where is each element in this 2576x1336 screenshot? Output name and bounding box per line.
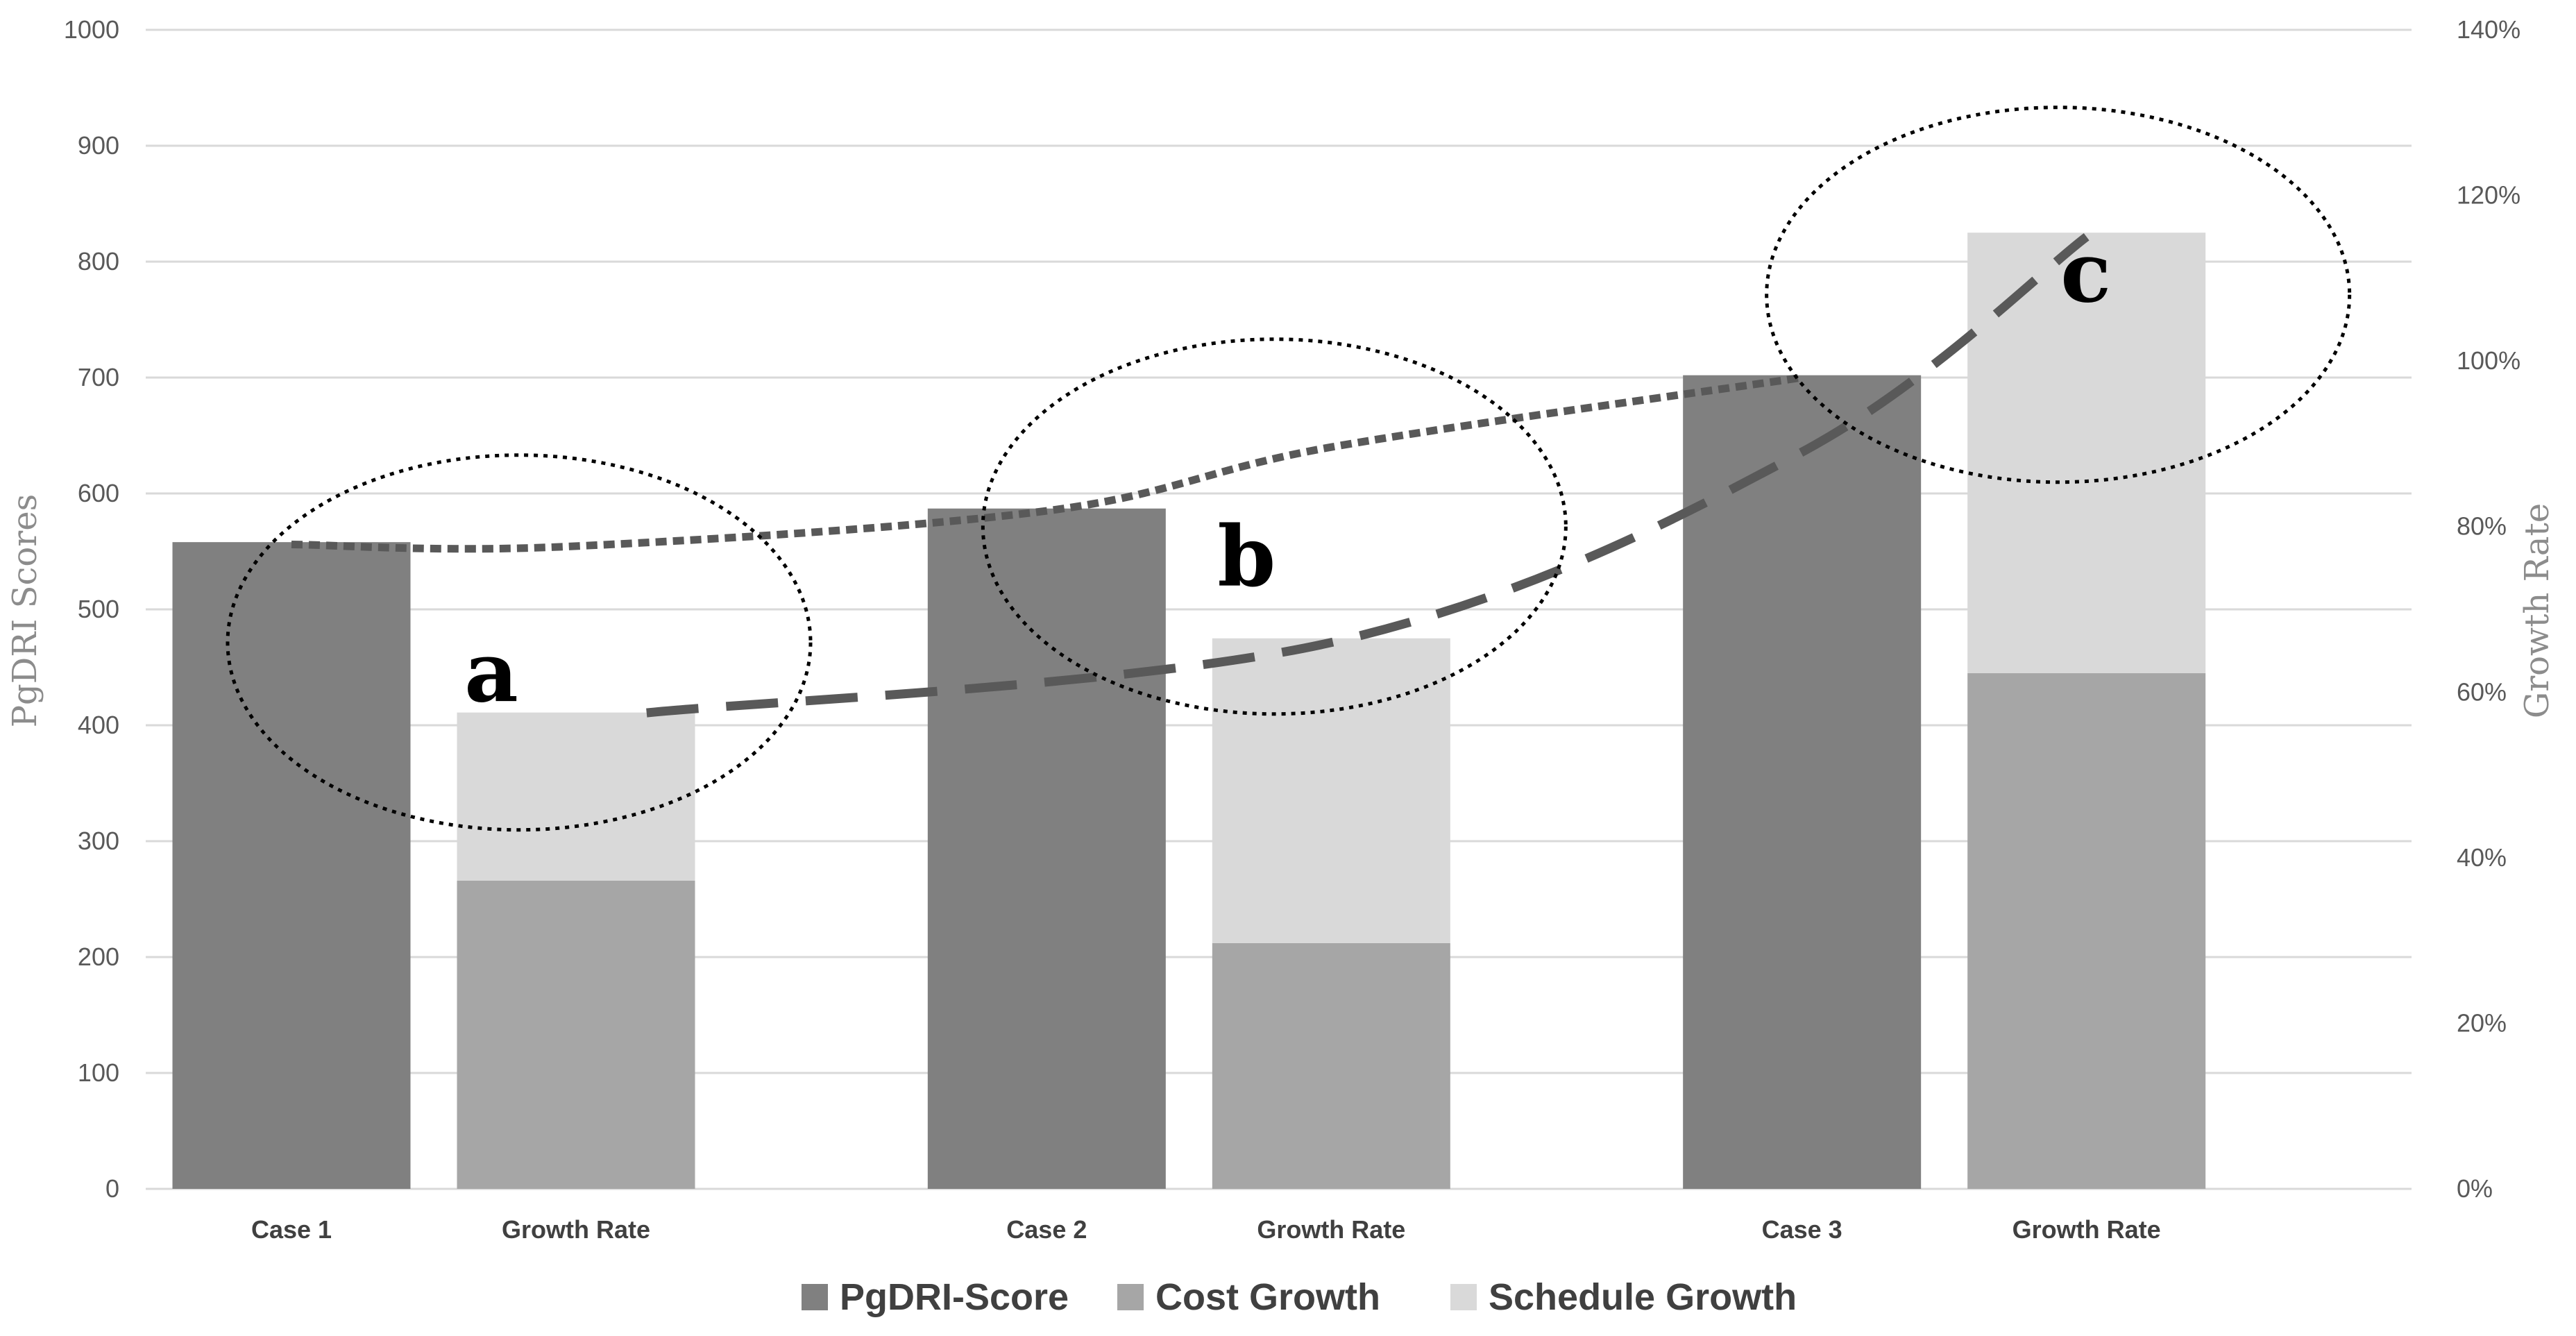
left-tick-label: 400 xyxy=(78,711,119,739)
bar-schedule-growth xyxy=(457,712,695,881)
annotation-label-b: b xyxy=(1217,508,1276,606)
legend-swatch xyxy=(1117,1284,1144,1310)
bar-schedule-growth xyxy=(1212,638,1450,943)
legend-swatch xyxy=(802,1284,828,1310)
legend-swatch xyxy=(1450,1284,1477,1310)
right-tick-label: 100% xyxy=(2457,346,2520,375)
right-tick-label: 0% xyxy=(2457,1174,2493,1203)
right-tick-label: 60% xyxy=(2457,677,2507,706)
legend-label: PgDRI-Score xyxy=(840,1276,1069,1318)
left-tick-label: 600 xyxy=(78,479,119,507)
category-label: Case 3 xyxy=(1762,1215,1842,1244)
legend-label: Cost Growth xyxy=(1155,1276,1380,1318)
left-tick-label: 800 xyxy=(78,247,119,276)
annotation-labels: a b c xyxy=(464,224,2111,722)
legend-label: Schedule Growth xyxy=(1489,1276,1797,1318)
right-axis-ticks: 0% 20% 40% 60% 80% 100% 120% 140% xyxy=(2457,15,2520,1203)
left-tick-label: 300 xyxy=(78,827,119,855)
annotation-ellipse-c xyxy=(1765,105,2352,484)
left-axis-ticks: 0 100 200 300 400 500 600 700 800 900 1000 xyxy=(64,15,119,1203)
left-tick-label: 0 xyxy=(105,1174,119,1203)
bar-cost-growth xyxy=(457,880,695,1189)
right-tick-label: 120% xyxy=(2457,181,2520,210)
left-tick-label: 500 xyxy=(78,595,119,623)
pgdri-trend-line xyxy=(291,373,1803,553)
right-tick-label: 40% xyxy=(2457,843,2507,872)
category-label: Growth Rate xyxy=(2012,1215,2161,1244)
left-tick-label: 1000 xyxy=(64,15,119,44)
category-labels: Case 1 Growth Rate Case 2 Growth Rate Case 3… xyxy=(251,1215,2161,1244)
category-label: Growth Rate xyxy=(502,1215,650,1244)
trend-lines xyxy=(291,233,2090,718)
annotation-ellipses xyxy=(226,105,2352,832)
legend: PgDRI-Score Cost Growth Schedule Growth xyxy=(802,1276,1797,1318)
category-label: Case 2 xyxy=(1006,1215,1087,1244)
category-label: Case 1 xyxy=(251,1215,332,1244)
category-label: Growth Rate xyxy=(1257,1215,1405,1244)
bars xyxy=(172,232,2206,1190)
right-tick-label: 20% xyxy=(2457,1008,2507,1037)
bar-pgdri-score xyxy=(927,508,1166,1189)
bar-cost-growth xyxy=(1967,673,2206,1189)
left-tick-label: 200 xyxy=(78,942,119,971)
right-tick-label: 140% xyxy=(2457,15,2520,44)
annotation-label-c: c xyxy=(2060,224,2111,322)
left-tick-label: 100 xyxy=(78,1058,119,1087)
growth-trend-line xyxy=(646,233,2090,718)
y-axis-title: PgDRI Scores xyxy=(6,494,44,728)
bar-pgdri-score xyxy=(172,542,411,1189)
right-tick-label: 80% xyxy=(2457,512,2507,541)
bar-pgdri-score xyxy=(1683,375,1922,1190)
annotation-label-a: a xyxy=(464,624,518,722)
left-tick-label: 900 xyxy=(78,131,119,160)
left-tick-label: 700 xyxy=(78,363,119,391)
annotation-ellipse-a xyxy=(226,453,813,832)
annotation-ellipse-b xyxy=(981,337,1568,716)
bar-cost-growth xyxy=(1212,942,1450,1189)
y2-axis-title: Growth Rate xyxy=(2518,503,2557,718)
